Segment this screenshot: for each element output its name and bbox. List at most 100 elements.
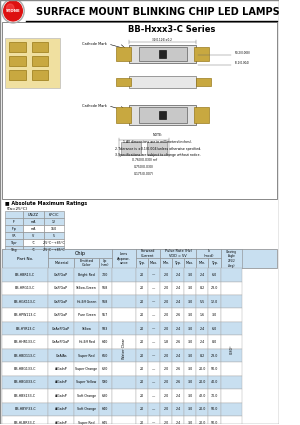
Text: BB-HBG033-C: BB-HBG033-C xyxy=(14,380,36,385)
FancyBboxPatch shape xyxy=(208,268,221,281)
FancyBboxPatch shape xyxy=(74,416,98,425)
FancyBboxPatch shape xyxy=(184,349,196,362)
FancyBboxPatch shape xyxy=(4,211,23,218)
FancyBboxPatch shape xyxy=(44,232,64,239)
Text: 2.0: 2.0 xyxy=(163,300,169,304)
Text: STONE: STONE xyxy=(6,9,20,13)
Text: 70.0: 70.0 xyxy=(211,394,218,398)
FancyBboxPatch shape xyxy=(98,362,112,376)
FancyBboxPatch shape xyxy=(32,70,48,80)
Text: 2.4: 2.4 xyxy=(176,354,181,357)
Text: Typ.: Typ. xyxy=(175,261,182,265)
Text: Yellow-Green: Yellow-Green xyxy=(76,286,97,290)
FancyBboxPatch shape xyxy=(221,322,242,335)
Text: V: V xyxy=(32,234,34,238)
FancyBboxPatch shape xyxy=(74,362,98,376)
Text: Pulse Rate (Hz)
VDD = 5V: Pulse Rate (Hz) VDD = 5V xyxy=(164,249,191,258)
Text: 23.0: 23.0 xyxy=(211,286,218,290)
FancyBboxPatch shape xyxy=(74,376,98,389)
FancyBboxPatch shape xyxy=(112,349,136,362)
FancyBboxPatch shape xyxy=(148,416,160,425)
Text: 568: 568 xyxy=(102,300,108,304)
FancyBboxPatch shape xyxy=(136,362,148,376)
Text: —: — xyxy=(152,313,155,317)
FancyBboxPatch shape xyxy=(74,309,98,322)
FancyBboxPatch shape xyxy=(160,416,172,425)
Text: 2.4: 2.4 xyxy=(176,408,181,411)
FancyBboxPatch shape xyxy=(74,402,98,416)
Text: BB-HRG13-C: BB-HRG13-C xyxy=(15,286,35,290)
FancyBboxPatch shape xyxy=(112,268,136,281)
Text: GaP/GaP: GaP/GaP xyxy=(54,273,68,277)
FancyBboxPatch shape xyxy=(48,268,74,281)
FancyBboxPatch shape xyxy=(136,416,148,425)
Text: 150: 150 xyxy=(51,227,57,231)
Text: 20: 20 xyxy=(140,313,144,317)
FancyBboxPatch shape xyxy=(160,402,172,416)
Text: UN/ZZ: UN/ZZ xyxy=(28,213,39,217)
Text: 23.0: 23.0 xyxy=(211,354,218,357)
FancyBboxPatch shape xyxy=(112,322,136,335)
FancyBboxPatch shape xyxy=(112,416,136,425)
FancyBboxPatch shape xyxy=(23,211,44,218)
FancyBboxPatch shape xyxy=(44,246,64,253)
FancyBboxPatch shape xyxy=(98,295,112,309)
Text: 2.0: 2.0 xyxy=(163,286,169,290)
FancyBboxPatch shape xyxy=(44,225,64,232)
FancyBboxPatch shape xyxy=(4,232,23,239)
Text: Bright Red: Bright Red xyxy=(78,273,95,277)
Text: 590: 590 xyxy=(102,380,108,385)
FancyBboxPatch shape xyxy=(139,47,187,61)
FancyBboxPatch shape xyxy=(2,322,48,335)
FancyBboxPatch shape xyxy=(136,295,148,309)
FancyBboxPatch shape xyxy=(208,309,221,322)
Text: 20: 20 xyxy=(140,421,144,425)
FancyBboxPatch shape xyxy=(48,322,74,335)
Text: Forward
Current: Forward Current xyxy=(141,249,155,258)
FancyBboxPatch shape xyxy=(172,402,184,416)
Text: BB-HBD113-C: BB-HBD113-C xyxy=(14,354,36,357)
FancyBboxPatch shape xyxy=(184,402,196,416)
Text: mA: mA xyxy=(31,227,36,231)
FancyBboxPatch shape xyxy=(112,362,136,376)
FancyBboxPatch shape xyxy=(2,309,48,322)
FancyBboxPatch shape xyxy=(148,389,160,402)
FancyBboxPatch shape xyxy=(129,45,196,63)
Text: 0.760(0.030) ref: 0.760(0.030) ref xyxy=(131,159,157,162)
FancyBboxPatch shape xyxy=(196,402,208,416)
FancyBboxPatch shape xyxy=(221,389,242,402)
FancyBboxPatch shape xyxy=(148,295,160,309)
FancyBboxPatch shape xyxy=(4,38,60,88)
FancyBboxPatch shape xyxy=(74,258,98,268)
FancyBboxPatch shape xyxy=(0,0,279,22)
Text: —: — xyxy=(152,300,155,304)
Text: GaAsP/GaP: GaAsP/GaP xyxy=(52,340,70,344)
FancyBboxPatch shape xyxy=(2,335,48,349)
FancyBboxPatch shape xyxy=(221,309,242,322)
FancyBboxPatch shape xyxy=(2,389,48,402)
Text: 1.8: 1.8 xyxy=(164,340,169,344)
FancyBboxPatch shape xyxy=(208,281,221,295)
FancyBboxPatch shape xyxy=(208,416,221,425)
FancyBboxPatch shape xyxy=(23,225,44,232)
Text: 3.0: 3.0 xyxy=(188,313,193,317)
FancyBboxPatch shape xyxy=(44,218,64,225)
Text: 640: 640 xyxy=(102,408,108,411)
FancyBboxPatch shape xyxy=(148,309,160,322)
FancyBboxPatch shape xyxy=(208,402,221,416)
Text: 3.0: 3.0 xyxy=(188,300,193,304)
Text: 2.4: 2.4 xyxy=(176,286,181,290)
FancyBboxPatch shape xyxy=(48,281,74,295)
Text: 2.6: 2.6 xyxy=(176,380,181,385)
Text: 0.80°: 0.80° xyxy=(230,344,233,354)
Text: 20.0: 20.0 xyxy=(199,408,206,411)
FancyBboxPatch shape xyxy=(48,376,74,389)
FancyBboxPatch shape xyxy=(4,239,23,246)
Text: 42.0: 42.0 xyxy=(199,394,206,398)
FancyBboxPatch shape xyxy=(148,322,160,335)
Text: 5: 5 xyxy=(53,234,55,238)
Text: 1.All dimensions are in millimeters(inches).: 1.All dimensions are in millimeters(inch… xyxy=(124,139,193,144)
Text: BB-Hxxx3-C Series: BB-Hxxx3-C Series xyxy=(128,26,216,34)
Text: 2.4: 2.4 xyxy=(176,421,181,425)
FancyBboxPatch shape xyxy=(32,42,48,52)
